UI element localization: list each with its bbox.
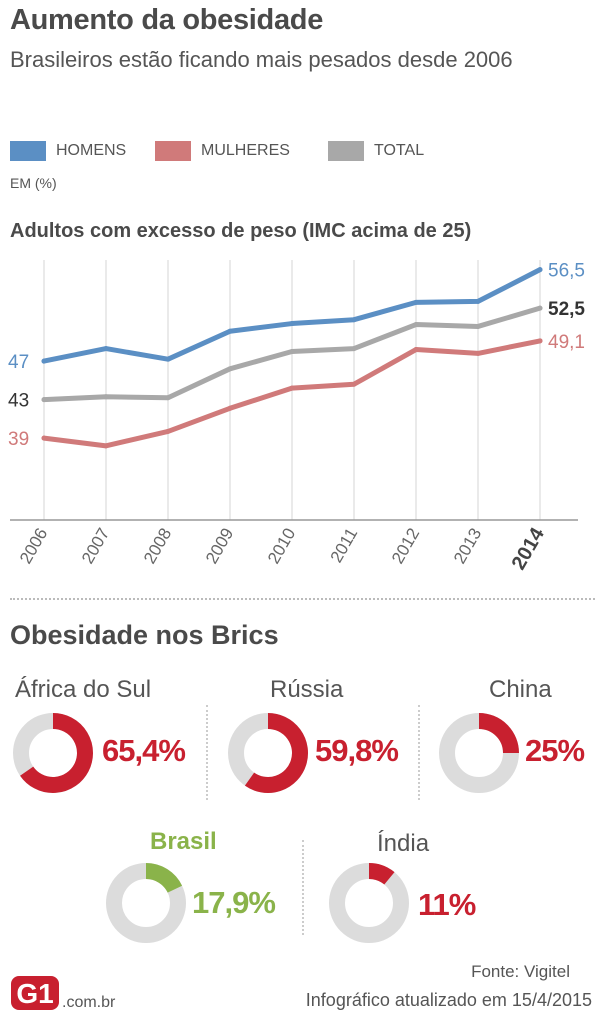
data-point-homens-2014: [537, 267, 543, 273]
donut-value-arc: [244, 713, 308, 793]
column-divider: [418, 705, 420, 800]
data-point-mulheres-2012: [413, 347, 419, 353]
source-note: Fonte: Vigitel: [471, 962, 570, 981]
donut-value-arc: [20, 713, 93, 793]
unit-label: EM (%): [10, 175, 57, 191]
legend-swatch-mulheres: [155, 141, 191, 161]
start-label-mulheres: 39: [8, 429, 29, 450]
legend-label-mulheres: MULHERES: [201, 142, 290, 159]
updated-note: Infográfico atualizado em 15/4/2015: [305, 990, 592, 1010]
x-tick-label-2006: 2006: [16, 525, 51, 567]
data-point-total-2014: [537, 305, 543, 311]
data-point-total-2010: [289, 348, 295, 354]
legend-swatch-total: [328, 141, 364, 161]
column-divider: [302, 840, 304, 935]
page-title: Aumento da obesidade: [10, 4, 324, 36]
x-tick-label-2010: 2010: [264, 525, 299, 567]
percent-china: 25%: [525, 733, 585, 768]
legend-item-total: TOTAL: [328, 140, 424, 162]
data-point-homens-2009: [227, 328, 233, 334]
donut-chart-brasil: [106, 863, 186, 943]
data-point-total-2012: [413, 322, 419, 328]
data-point-homens-2013: [475, 298, 481, 304]
donut-chart-china: [439, 713, 519, 793]
x-tick-label-2009: 2009: [202, 525, 237, 567]
data-point-total-2008: [165, 395, 171, 401]
line-chart: 2006 2007 2008 2009 2010 2011 2012 2013 2014 47 56…: [8, 260, 585, 574]
donut-chart-africa-do-sul: [13, 713, 93, 793]
percent-brasil: 17,9%: [192, 885, 276, 920]
chart-title: Adultos com excesso de peso (IMC acima d…: [10, 220, 472, 242]
column-divider: [206, 705, 208, 800]
donut-value-arc: [368, 863, 395, 885]
end-label-total: 52,5: [548, 299, 585, 320]
data-point-homens-2006: [41, 358, 47, 364]
x-tick-label-2014: 2014: [508, 523, 550, 573]
data-point-mulheres-2013: [475, 350, 481, 356]
country-name-india: Índia: [377, 830, 430, 857]
end-label-homens: 56,5: [548, 261, 585, 282]
data-point-total-2011: [351, 346, 357, 352]
start-label-homens: 47: [8, 352, 29, 373]
country-name-russia: Rússia: [270, 676, 344, 703]
percent-russia: 59,8%: [315, 733, 399, 768]
logo-text: G1: [16, 978, 53, 1009]
legend-label-total: TOTAL: [374, 142, 425, 159]
data-point-total-2007: [103, 394, 109, 400]
start-label-total: 43: [8, 391, 29, 412]
x-tick-label-2007: 2007: [78, 525, 113, 567]
country-name-africa-do-sul: África do Sul: [15, 676, 152, 703]
percent-india: 11%: [418, 887, 476, 922]
country-name-china: China: [489, 676, 552, 703]
page-subtitle: Brasileiros estão ficando mais pesados d…: [10, 47, 513, 72]
legend-swatch-homens: [10, 141, 46, 161]
data-point-mulheres-2011: [351, 381, 357, 387]
data-point-homens-2010: [289, 321, 295, 327]
x-tick-label-2008: 2008: [140, 525, 175, 567]
data-point-homens-2008: [165, 356, 171, 362]
data-point-mulheres-2014: [537, 338, 543, 344]
g1-logo: G1: [11, 976, 59, 1010]
donut-chart-russia: [228, 713, 308, 793]
data-point-mulheres-2009: [227, 405, 233, 411]
data-point-mulheres-2010: [289, 385, 295, 391]
x-tick-label-2013: 2013: [450, 525, 485, 567]
brics-title: Obesidade nos Brics: [10, 620, 279, 650]
x-tick-label-2012: 2012: [388, 525, 423, 567]
donut-chart-india: [329, 863, 409, 943]
data-point-total-2013: [475, 323, 481, 329]
logo-domain: .com.br: [62, 994, 116, 1011]
data-point-mulheres-2006: [41, 435, 47, 441]
country-name-brasil: Brasil: [150, 828, 217, 855]
data-point-total-2009: [227, 366, 233, 372]
x-tick-label-2011: 2011: [327, 525, 362, 566]
legend-item-homens: HOMENS: [10, 140, 126, 162]
data-point-total-2006: [41, 397, 47, 403]
data-point-homens-2012: [413, 299, 419, 305]
data-point-homens-2011: [351, 317, 357, 323]
legend-item-mulheres: MULHERES: [155, 140, 290, 162]
end-label-mulheres: 49,1: [548, 332, 585, 353]
donut-value-arc: [478, 713, 519, 754]
percent-africa-do-sul: 65,4%: [102, 733, 186, 768]
legend-label-homens: HOMENS: [56, 142, 127, 159]
donut-value-arc: [145, 863, 183, 894]
data-point-mulheres-2008: [165, 428, 171, 434]
data-point-mulheres-2007: [103, 443, 109, 449]
data-point-homens-2007: [103, 346, 109, 352]
section-divider: [10, 598, 595, 600]
donut-track: [329, 863, 409, 943]
